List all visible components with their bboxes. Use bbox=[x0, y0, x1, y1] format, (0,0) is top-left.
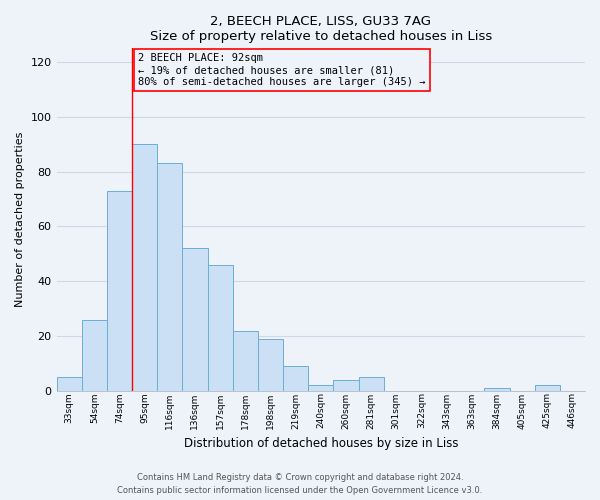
Bar bbox=[484, 388, 509, 391]
Bar bbox=[334, 380, 359, 391]
Bar bbox=[82, 320, 107, 391]
Bar bbox=[56, 377, 82, 391]
Bar bbox=[182, 248, 208, 391]
Bar bbox=[359, 377, 383, 391]
X-axis label: Distribution of detached houses by size in Liss: Distribution of detached houses by size … bbox=[184, 437, 458, 450]
Bar bbox=[107, 191, 132, 391]
Bar bbox=[308, 386, 334, 391]
Bar bbox=[258, 339, 283, 391]
Text: Contains HM Land Registry data © Crown copyright and database right 2024.
Contai: Contains HM Land Registry data © Crown c… bbox=[118, 474, 482, 495]
Y-axis label: Number of detached properties: Number of detached properties bbox=[15, 132, 25, 308]
Bar bbox=[283, 366, 308, 391]
Title: 2, BEECH PLACE, LISS, GU33 7AG
Size of property relative to detached houses in L: 2, BEECH PLACE, LISS, GU33 7AG Size of p… bbox=[149, 15, 492, 43]
Bar bbox=[535, 386, 560, 391]
Bar bbox=[233, 330, 258, 391]
Bar bbox=[157, 164, 182, 391]
Bar bbox=[208, 265, 233, 391]
Text: 2 BEECH PLACE: 92sqm
← 19% of detached houses are smaller (81)
80% of semi-detac: 2 BEECH PLACE: 92sqm ← 19% of detached h… bbox=[139, 54, 426, 86]
Bar bbox=[132, 144, 157, 391]
